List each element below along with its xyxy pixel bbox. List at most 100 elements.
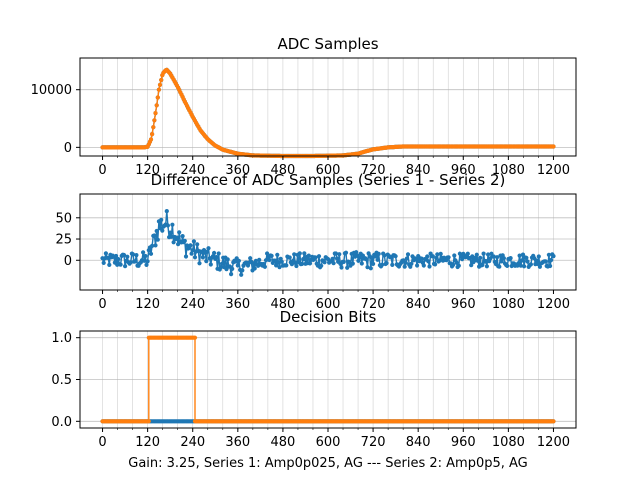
data-point bbox=[421, 263, 426, 268]
data-point bbox=[368, 266, 373, 271]
y-tick-label: 10000 bbox=[31, 83, 72, 98]
data-point bbox=[331, 261, 336, 266]
data-point bbox=[446, 255, 451, 260]
data-point bbox=[212, 250, 217, 256]
data-point bbox=[160, 228, 165, 233]
data-point bbox=[425, 254, 430, 259]
y-tick-label: 0.0 bbox=[51, 415, 72, 430]
data-point bbox=[145, 259, 150, 264]
data-point bbox=[419, 256, 424, 261]
data-point bbox=[114, 253, 119, 259]
data-point bbox=[518, 263, 523, 268]
data-point bbox=[435, 252, 440, 257]
x-tick-label: 720 bbox=[361, 435, 386, 450]
data-point bbox=[334, 256, 340, 261]
data-point bbox=[206, 246, 211, 251]
data-point bbox=[390, 262, 395, 267]
chart-title-adc-samples: ADC Samples bbox=[277, 35, 378, 53]
x-tick-label: 360 bbox=[225, 163, 250, 178]
x-tick-label: 600 bbox=[316, 435, 341, 450]
data-point bbox=[197, 261, 202, 266]
x-tick-label: 0 bbox=[98, 163, 106, 178]
data-point bbox=[475, 258, 480, 263]
data-point bbox=[330, 256, 335, 261]
data-point bbox=[141, 250, 146, 255]
data-point bbox=[103, 251, 108, 256]
data-point bbox=[364, 257, 369, 262]
data-point bbox=[549, 257, 554, 263]
y-tick-label: 50 bbox=[55, 211, 72, 226]
data-point bbox=[306, 253, 311, 258]
data-point bbox=[551, 419, 556, 424]
data-point bbox=[300, 261, 305, 266]
data-point bbox=[287, 255, 292, 260]
difference-chart: 0 120 240 360 480 600 720 840 960 1080 1200 0 25 50 bbox=[55, 193, 577, 312]
data-point bbox=[474, 252, 479, 257]
data-point bbox=[218, 265, 223, 270]
data-point bbox=[434, 255, 439, 261]
data-point bbox=[180, 234, 185, 239]
chart-title-difference: Difference of ADC Samples (Series 1 - Se… bbox=[151, 171, 506, 189]
x-tick-label: 960 bbox=[451, 163, 476, 178]
data-point bbox=[156, 87, 161, 92]
data-point bbox=[121, 252, 127, 258]
y-tick-label: 0.5 bbox=[51, 373, 72, 388]
x-tick-label: 120 bbox=[135, 435, 160, 450]
data-point bbox=[272, 258, 278, 263]
data-point bbox=[465, 251, 470, 256]
data-point bbox=[153, 243, 158, 248]
data-point bbox=[134, 253, 139, 258]
data-point bbox=[456, 263, 461, 268]
data-point bbox=[269, 253, 274, 258]
data-point bbox=[275, 252, 280, 257]
data-point bbox=[548, 263, 553, 269]
series-difference bbox=[100, 209, 556, 277]
data-point bbox=[478, 255, 483, 260]
data-point bbox=[279, 259, 284, 264]
x-tick-label: 840 bbox=[406, 435, 431, 450]
data-point bbox=[177, 230, 182, 235]
data-point bbox=[189, 251, 194, 256]
data-point bbox=[373, 254, 378, 259]
data-point bbox=[382, 253, 387, 258]
data-point bbox=[365, 265, 370, 270]
x-tick-label: 480 bbox=[270, 297, 295, 312]
data-point bbox=[150, 132, 155, 137]
x-tick-label: 360 bbox=[225, 435, 250, 450]
x-tick-label: 720 bbox=[361, 163, 386, 178]
data-point bbox=[128, 260, 133, 265]
data-point bbox=[277, 265, 282, 270]
x-tick-label: 1200 bbox=[537, 435, 570, 450]
x-tick-label: 600 bbox=[316, 163, 341, 178]
data-point bbox=[252, 266, 257, 271]
data-point bbox=[150, 243, 155, 248]
data-point bbox=[123, 264, 128, 269]
data-point bbox=[402, 264, 407, 269]
data-point bbox=[130, 252, 136, 257]
data-point bbox=[505, 263, 510, 268]
data-point bbox=[292, 252, 297, 257]
data-point bbox=[225, 257, 230, 262]
data-point bbox=[142, 258, 147, 263]
data-point bbox=[405, 252, 411, 257]
data-point bbox=[289, 262, 294, 267]
data-point bbox=[233, 259, 238, 264]
data-point bbox=[159, 77, 164, 83]
data-point bbox=[551, 254, 556, 259]
figure-xlabel: Gain: 3.25, Series 1: Amp0p025, AG --- S… bbox=[128, 456, 528, 471]
data-point bbox=[257, 257, 262, 262]
data-point bbox=[495, 255, 500, 260]
data-point bbox=[484, 264, 489, 269]
data-point bbox=[415, 263, 420, 268]
data-point bbox=[125, 254, 130, 259]
data-point bbox=[148, 137, 154, 142]
data-point bbox=[148, 251, 154, 256]
data-point bbox=[497, 264, 502, 269]
x-tick-label: 960 bbox=[451, 435, 476, 450]
data-point bbox=[297, 251, 302, 256]
data-point bbox=[354, 250, 359, 255]
data-point bbox=[345, 265, 350, 270]
data-point bbox=[195, 242, 200, 247]
data-point bbox=[357, 255, 362, 260]
